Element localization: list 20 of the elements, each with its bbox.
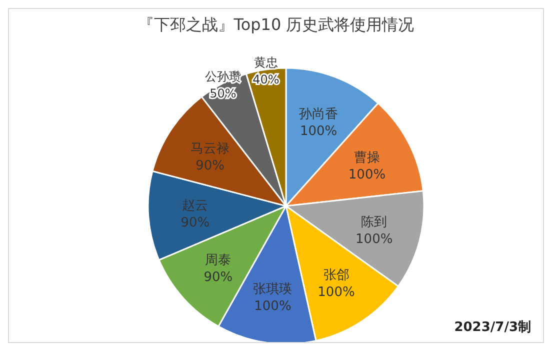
slice-label: 陈到 bbox=[361, 215, 388, 230]
data-label: 100% bbox=[254, 299, 292, 314]
slice-label: 周泰 bbox=[205, 252, 232, 268]
data-label: 90% bbox=[204, 270, 233, 285]
data-label: 100% bbox=[318, 284, 355, 300]
slice-label: 黄忠 bbox=[254, 55, 278, 70]
slice-label: 张郃 bbox=[323, 268, 350, 283]
data-label: 100% bbox=[300, 124, 338, 139]
slice-label: 马云禄 bbox=[190, 142, 230, 157]
data-label: 90% bbox=[196, 158, 224, 174]
slice-label: 张琪瑛 bbox=[253, 282, 292, 298]
text: 2023/7/3制 bbox=[454, 319, 531, 336]
slice-label: 曹操 bbox=[354, 150, 380, 166]
data-label: 40% bbox=[252, 72, 280, 86]
slice-label: 赵云 bbox=[182, 198, 208, 214]
slice-label: 孙尚香 bbox=[299, 106, 338, 122]
data-label: 90% bbox=[180, 216, 210, 231]
chart-title: 『下邳之战』Top10 历史武将使用情况 bbox=[136, 15, 416, 36]
data-label: 100% bbox=[348, 167, 386, 182]
data-label: 100% bbox=[356, 232, 393, 248]
